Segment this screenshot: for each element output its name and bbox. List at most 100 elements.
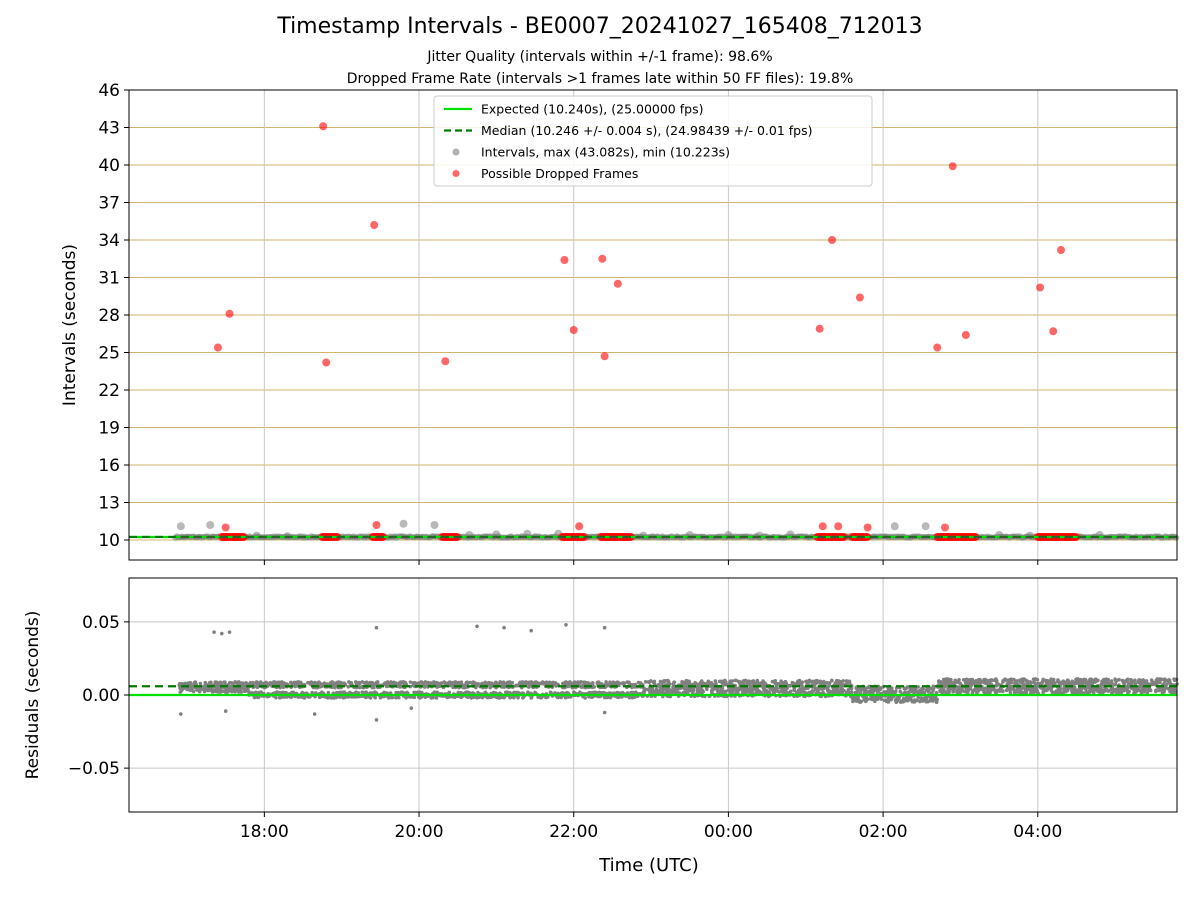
residual-point bbox=[919, 688, 924, 692]
dropped-frame-point bbox=[221, 523, 230, 532]
residual-point bbox=[942, 678, 947, 683]
residual-point bbox=[1153, 680, 1158, 685]
residual-point bbox=[572, 680, 577, 684]
residual-point bbox=[495, 695, 499, 700]
residual-point bbox=[434, 680, 439, 685]
residual-point bbox=[1106, 677, 1111, 682]
y-tick-label: 25 bbox=[98, 344, 120, 364]
residual-point bbox=[1041, 690, 1045, 695]
dropped-frame-point bbox=[828, 236, 837, 244]
residual-point bbox=[1139, 681, 1144, 686]
y-tick-label: −0.05 bbox=[68, 759, 120, 779]
residual-point bbox=[791, 681, 796, 686]
residual-point bbox=[349, 680, 354, 685]
residual-point bbox=[394, 695, 398, 700]
residual-point bbox=[1022, 677, 1026, 681]
residual-point bbox=[238, 681, 243, 686]
y-tick-label: 0.00 bbox=[82, 686, 120, 706]
residual-outlier bbox=[227, 630, 232, 634]
residual-point bbox=[951, 690, 955, 694]
residual-point bbox=[1080, 682, 1085, 686]
residual-point bbox=[1061, 679, 1066, 683]
residual-point bbox=[734, 678, 738, 683]
residual-point bbox=[938, 681, 943, 685]
residual-point bbox=[187, 687, 192, 692]
residual-point bbox=[728, 680, 732, 684]
residual-point bbox=[755, 688, 760, 692]
residual-point bbox=[423, 695, 428, 699]
residual-point bbox=[240, 683, 245, 688]
dropped-frame-point bbox=[818, 522, 827, 531]
interval-point bbox=[1026, 531, 1035, 540]
residual-point bbox=[458, 681, 463, 685]
residual-outlier bbox=[502, 625, 506, 630]
y-tick-label: 16 bbox=[98, 456, 120, 476]
residual-point bbox=[364, 690, 368, 695]
residual-point bbox=[483, 690, 488, 695]
residual-point bbox=[451, 685, 455, 690]
residual-point bbox=[489, 681, 494, 686]
residual-point bbox=[805, 681, 809, 686]
residual-point bbox=[552, 681, 557, 686]
residual-point bbox=[259, 680, 263, 685]
legend: Expected (10.240s), (25.00000 fps) Median… bbox=[433, 95, 873, 187]
residual-point bbox=[956, 680, 960, 685]
residual-point bbox=[994, 683, 999, 688]
interval-point bbox=[252, 531, 261, 540]
residual-point bbox=[276, 680, 281, 684]
residual-point bbox=[357, 685, 362, 690]
residual-outlier bbox=[374, 718, 379, 722]
residual-point bbox=[1054, 689, 1059, 694]
y-tick-label: 10 bbox=[98, 531, 120, 551]
residual-point bbox=[233, 687, 237, 692]
residual-point bbox=[326, 690, 331, 695]
residual-point bbox=[521, 695, 525, 700]
residual-point bbox=[207, 688, 212, 693]
residual-point bbox=[1000, 688, 1004, 693]
dropped-frame-point bbox=[370, 221, 379, 229]
residual-point bbox=[1017, 686, 1022, 691]
residual-point bbox=[1168, 681, 1172, 685]
residual-point bbox=[451, 682, 456, 686]
residual-point bbox=[703, 682, 707, 686]
residual-point bbox=[796, 680, 801, 685]
dropped-frame-point bbox=[600, 352, 609, 361]
x-axis-label: Time (UTC) bbox=[598, 855, 699, 876]
residual-point bbox=[840, 690, 844, 694]
residual-point bbox=[604, 680, 608, 684]
residual-point bbox=[666, 678, 670, 683]
dropped-frame-rate-subtitle: Dropped Frame Rate (intervals >1 frames … bbox=[346, 71, 854, 87]
residual-point bbox=[282, 681, 286, 685]
residual-point bbox=[946, 688, 951, 693]
residual-point bbox=[918, 699, 922, 704]
dropped-frame-point bbox=[834, 522, 843, 531]
residual-point bbox=[218, 690, 223, 694]
residual-point bbox=[1043, 678, 1048, 683]
residual-point bbox=[985, 689, 990, 694]
residual-point bbox=[234, 680, 239, 685]
y-tick-label: 13 bbox=[98, 494, 120, 514]
residual-point bbox=[650, 687, 655, 692]
residual-point bbox=[931, 688, 935, 693]
dropped-frame-point bbox=[863, 523, 872, 532]
residual-point bbox=[970, 677, 975, 682]
y-tick-label: 40 bbox=[98, 156, 120, 176]
dropped-frame-point bbox=[1049, 327, 1058, 336]
top-grid bbox=[129, 89, 1177, 560]
dropped-frame-point bbox=[961, 331, 970, 339]
residual-point bbox=[884, 698, 888, 703]
bottom-data-marks bbox=[129, 623, 1179, 722]
residual-point bbox=[388, 681, 393, 686]
residual-point bbox=[416, 690, 420, 694]
residual-point bbox=[223, 690, 228, 694]
residual-point bbox=[748, 680, 752, 685]
residual-point bbox=[776, 681, 780, 686]
residual-point bbox=[739, 681, 743, 686]
residual-point bbox=[915, 690, 920, 694]
legend-intervals-swatch bbox=[452, 148, 460, 156]
residual-point bbox=[1112, 688, 1117, 692]
residual-point bbox=[209, 680, 213, 685]
residual-point bbox=[1093, 677, 1098, 682]
residual-point bbox=[456, 690, 461, 695]
interval-point bbox=[206, 521, 215, 529]
